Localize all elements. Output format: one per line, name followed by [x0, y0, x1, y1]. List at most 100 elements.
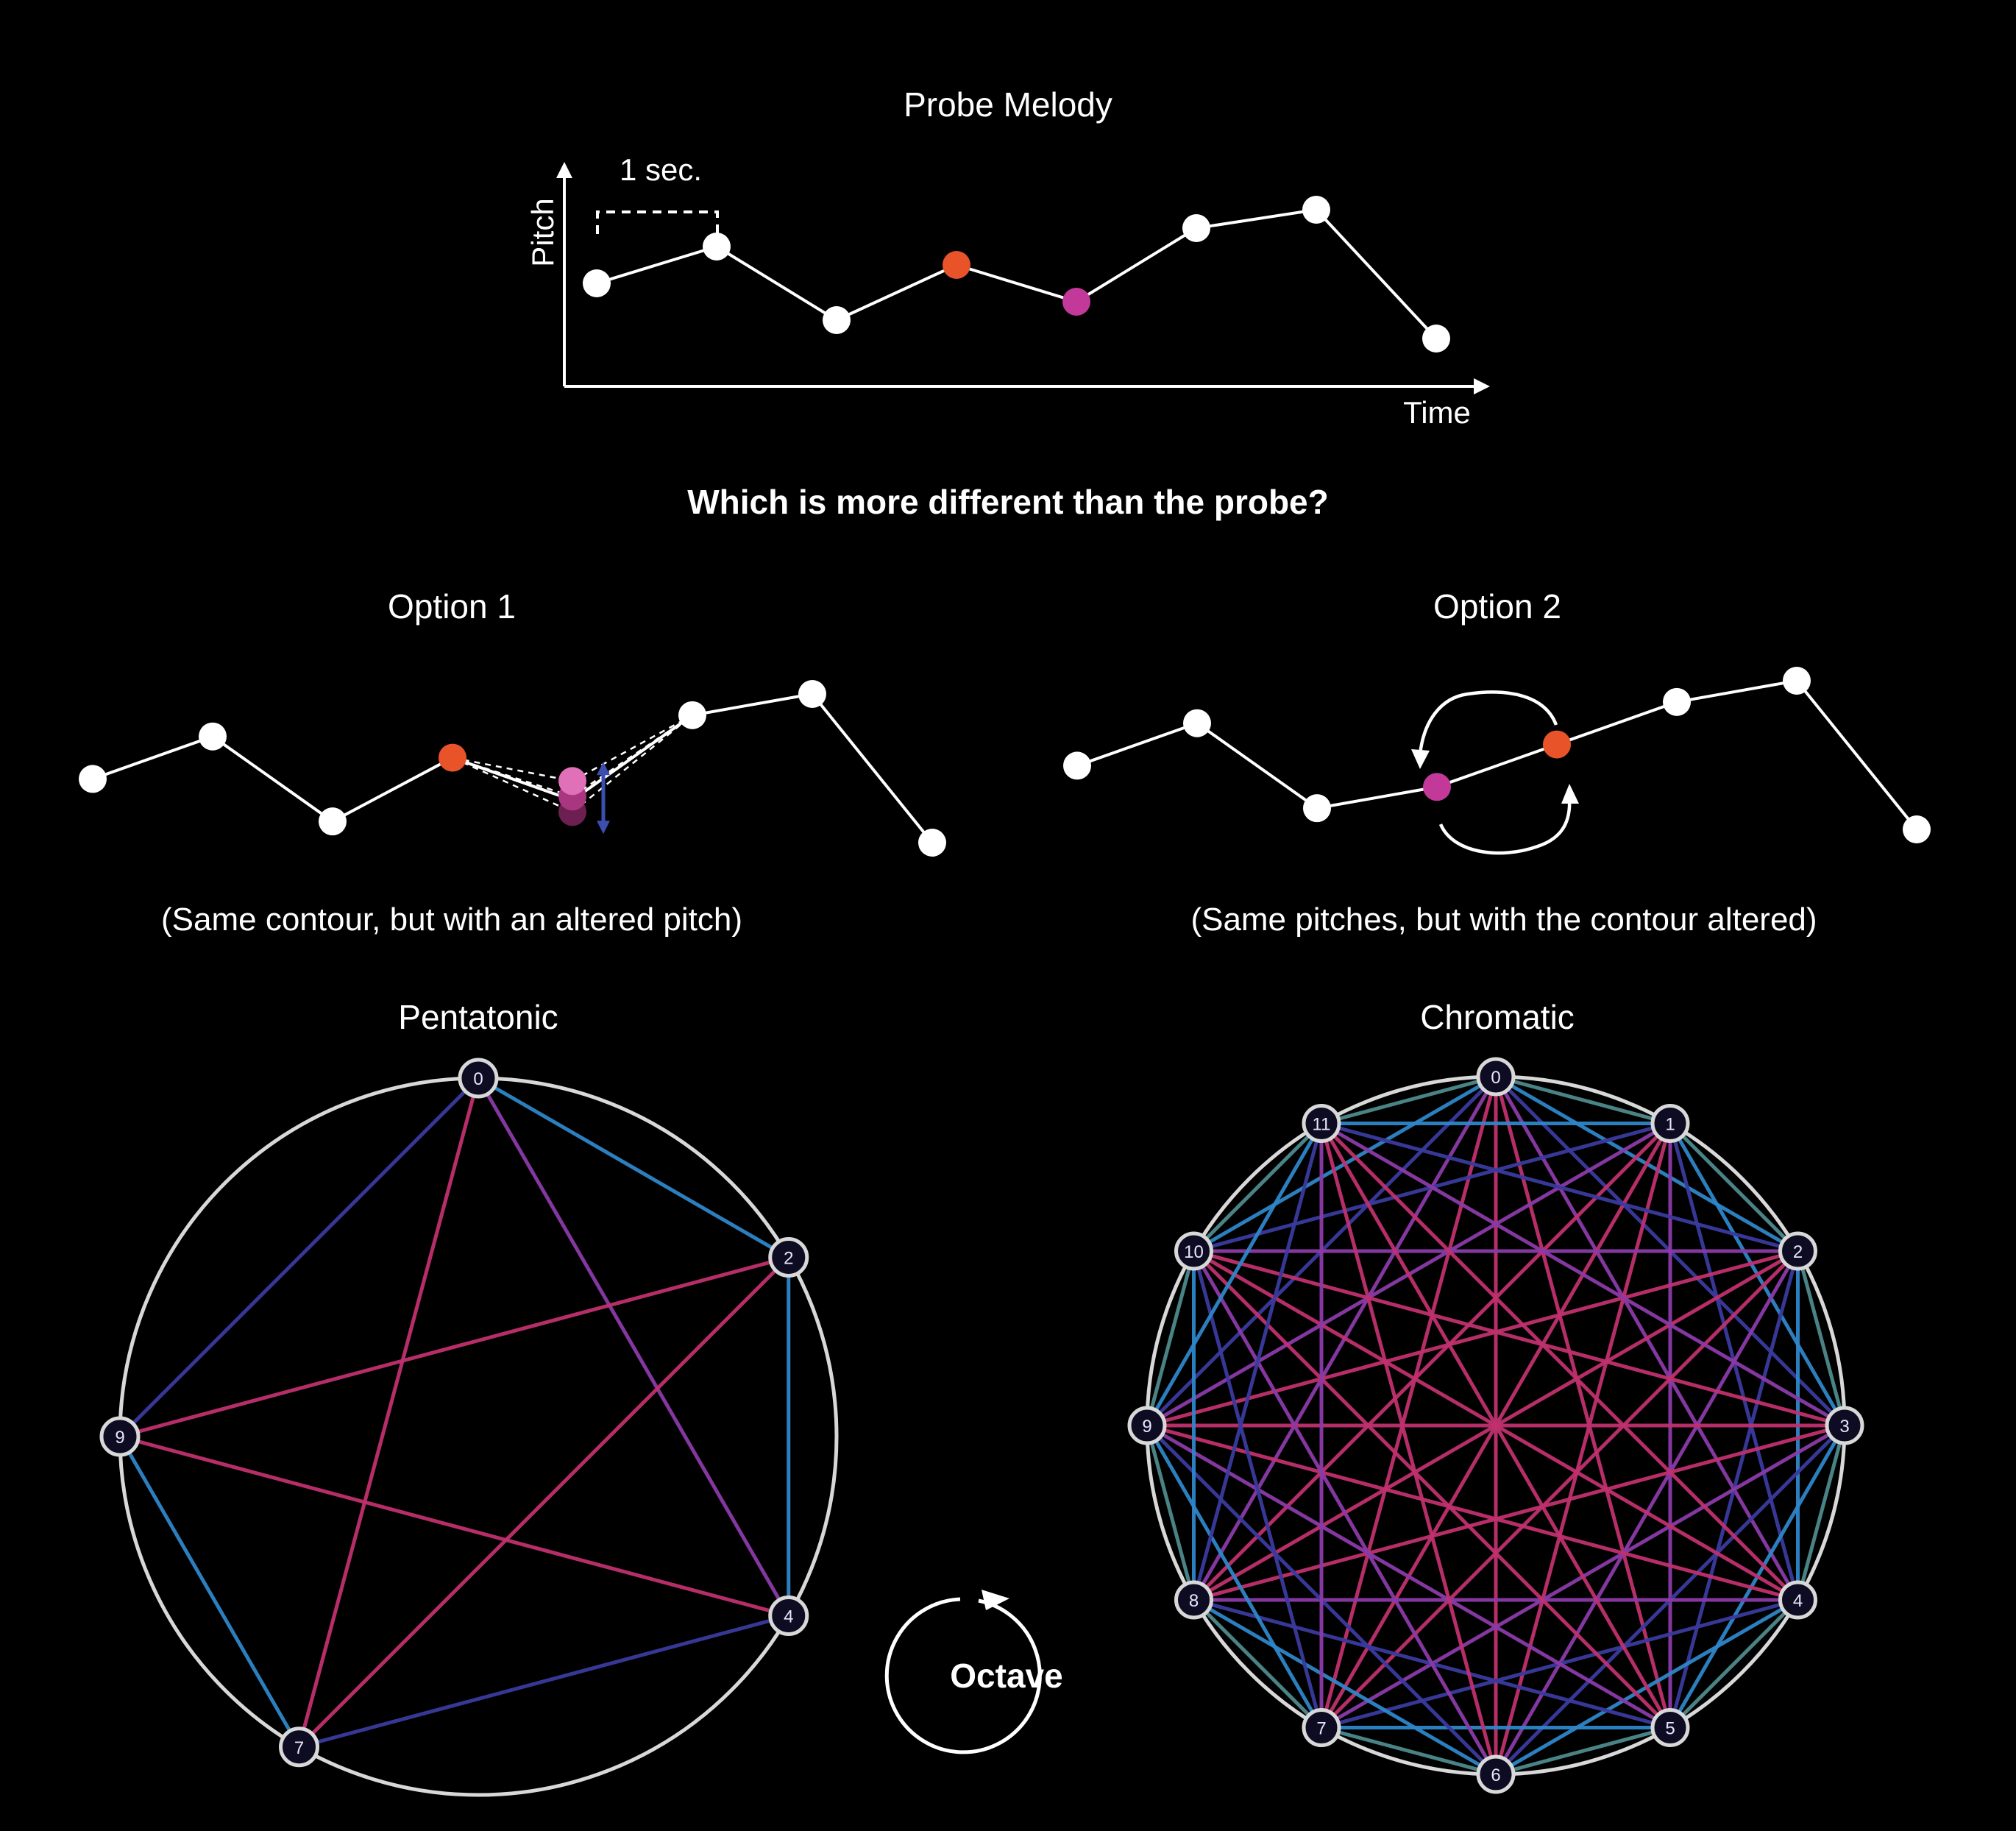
octave-cycle-icon — [884, 1597, 1042, 1754]
alternate-path-line — [452, 757, 573, 813]
option2-caption: (Same pitches, but with the contour alte… — [1190, 902, 1817, 938]
chromatic-interval-edge — [1146, 1423, 1799, 1602]
chromatic-interval-edge — [1192, 1598, 1323, 1729]
probe-note — [1062, 288, 1090, 316]
probe-note — [1302, 196, 1330, 224]
chromatic-node-circle — [1778, 1580, 1817, 1620]
chromatic-node-8: 8 — [1174, 1580, 1214, 1620]
pentatonic-panel: Pentatonic 0 2 4 7 9 — [99, 998, 839, 1797]
pentatonic-interval-edge — [297, 1077, 480, 1748]
option1-title: Option 1 — [388, 587, 516, 626]
chromatic-node-label: 6 — [1491, 1766, 1500, 1785]
option1-note — [918, 829, 946, 857]
option1-melody — [79, 680, 946, 857]
option1-note — [798, 680, 826, 708]
chromatic-node-label: 10 — [1184, 1242, 1204, 1262]
chromatic-interval-edge — [1494, 1076, 1672, 1729]
chromatic-interval-edge — [1320, 1122, 1846, 1428]
pentatonic-title: Pentatonic — [398, 998, 558, 1036]
option2-note — [1063, 751, 1091, 780]
probe-note — [703, 233, 731, 261]
probe-note — [1422, 325, 1450, 353]
option2-melody — [1063, 667, 1931, 843]
option1-panel: Option 1 (Same contour, but with an alte… — [79, 587, 946, 938]
chromatic-title: Chromatic — [1420, 998, 1575, 1036]
probe-note — [823, 306, 851, 334]
chromatic-interval-edge — [1193, 1423, 1845, 1602]
probe-panel: Probe Melody 1 sec. Pitch Time — [525, 85, 1490, 430]
question: Which is more different than the probe? — [687, 483, 1328, 521]
chromatic-interval-edge — [1321, 1726, 1497, 1777]
chromatic-node-2: 2 — [1778, 1231, 1817, 1271]
chromatic-interval-edge — [1319, 1122, 1672, 1729]
chromatic-interval-edge — [1145, 1122, 1324, 1427]
time-axis-arrow-icon — [1474, 378, 1490, 394]
pentatonic-node-circle — [279, 1726, 319, 1768]
option2-note — [1183, 709, 1211, 737]
option1-note — [79, 765, 107, 793]
option1-note — [199, 722, 227, 751]
chromatic-node-0: 0 — [1476, 1057, 1516, 1097]
pentatonic-node-7: 7 — [279, 1726, 319, 1768]
chromatic-node-5: 5 — [1650, 1707, 1690, 1747]
pentatonic-node-label: 2 — [784, 1249, 793, 1269]
pentatonic-interval-edge — [118, 1435, 301, 1749]
pentatonic-node-9: 9 — [99, 1416, 141, 1457]
pentatonic-node-circle — [768, 1237, 809, 1278]
chromatic-node-7: 7 — [1302, 1707, 1341, 1747]
pitch-shift-up-icon — [597, 762, 610, 776]
chromatic-interval-edge — [1192, 1250, 1324, 1729]
chromatic-node-circle — [1476, 1754, 1516, 1794]
chromatic-interval-edge — [1320, 1250, 1800, 1729]
interval-label: 1 sec. — [620, 152, 702, 187]
chromatic-interval-edge — [1192, 1122, 1324, 1601]
option1-note — [319, 807, 347, 836]
chromatic-interval-edge — [1146, 1423, 1672, 1729]
octave-icon-group: Octave — [884, 1590, 1063, 1754]
chromatic-interval-edge — [1145, 1425, 1196, 1601]
chromatic-node-label: 9 — [1142, 1417, 1151, 1437]
chromatic-node-circle — [1778, 1231, 1817, 1271]
chromatic-node-circle — [1650, 1707, 1690, 1747]
option1-caption: (Same contour, but with an altered pitch… — [161, 902, 742, 938]
option1-contour-line — [92, 692, 934, 844]
chromatic-node-3: 3 — [1825, 1406, 1864, 1445]
chromatic-edges — [1145, 1074, 1847, 1777]
chromatic-interval-edge — [1669, 1598, 1800, 1729]
probe-note — [943, 251, 970, 279]
chromatic-interval-edge — [1796, 1250, 1847, 1426]
chromatic-node-circle — [1476, 1057, 1516, 1097]
chromatic-interval-edge — [1321, 1074, 1497, 1125]
altered-note-high — [558, 767, 586, 796]
probe-title: Probe Melody — [904, 85, 1112, 124]
alternate-path-line — [452, 757, 573, 782]
chromatic-node-label: 11 — [1313, 1115, 1331, 1135]
alternate-path-line — [452, 757, 573, 798]
chromatic-interval-edge — [1319, 1076, 1498, 1729]
chromatic-node-9: 9 — [1127, 1406, 1167, 1445]
probe-melody — [583, 196, 1450, 353]
pentatonic-node-circle — [768, 1596, 809, 1636]
option2-note — [1303, 794, 1331, 823]
chromatic-interval-edge — [1320, 1122, 1800, 1601]
option2-note — [1903, 815, 1931, 843]
chromatic-interval-edge — [1193, 1249, 1845, 1428]
chromatic-node-label: 1 — [1665, 1115, 1675, 1135]
option1-note — [678, 701, 706, 729]
chromatic-node-6: 6 — [1476, 1754, 1516, 1794]
pentatonic-ring — [118, 1076, 839, 1797]
pentatonic-node-2: 2 — [768, 1237, 809, 1278]
pentatonic-node-label: 4 — [784, 1607, 793, 1627]
pentatonic-interval-edge — [476, 1077, 790, 1617]
chromatic-interval-edge — [1192, 1250, 1672, 1729]
chromatic-node-label: 7 — [1316, 1718, 1326, 1738]
pentatonic-node-circle — [458, 1058, 499, 1099]
octave-label: Octave — [950, 1657, 1062, 1695]
chromatic-node-label: 3 — [1839, 1417, 1849, 1437]
swap-arrow-top-head-icon — [1411, 749, 1430, 769]
chromatic-panel: Chromatic 0 1 2 3 4 5 6 7 8 9 10 11 — [1127, 998, 1864, 1794]
chromatic-node-circle — [1302, 1104, 1341, 1144]
chromatic-node-11: 11 — [1302, 1104, 1341, 1144]
pentatonic-node-4: 4 — [768, 1596, 809, 1636]
